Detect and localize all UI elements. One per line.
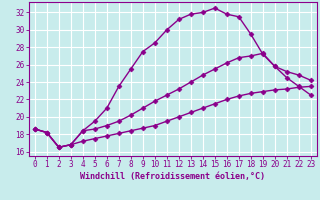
X-axis label: Windchill (Refroidissement éolien,°C): Windchill (Refroidissement éolien,°C) [80, 172, 265, 181]
